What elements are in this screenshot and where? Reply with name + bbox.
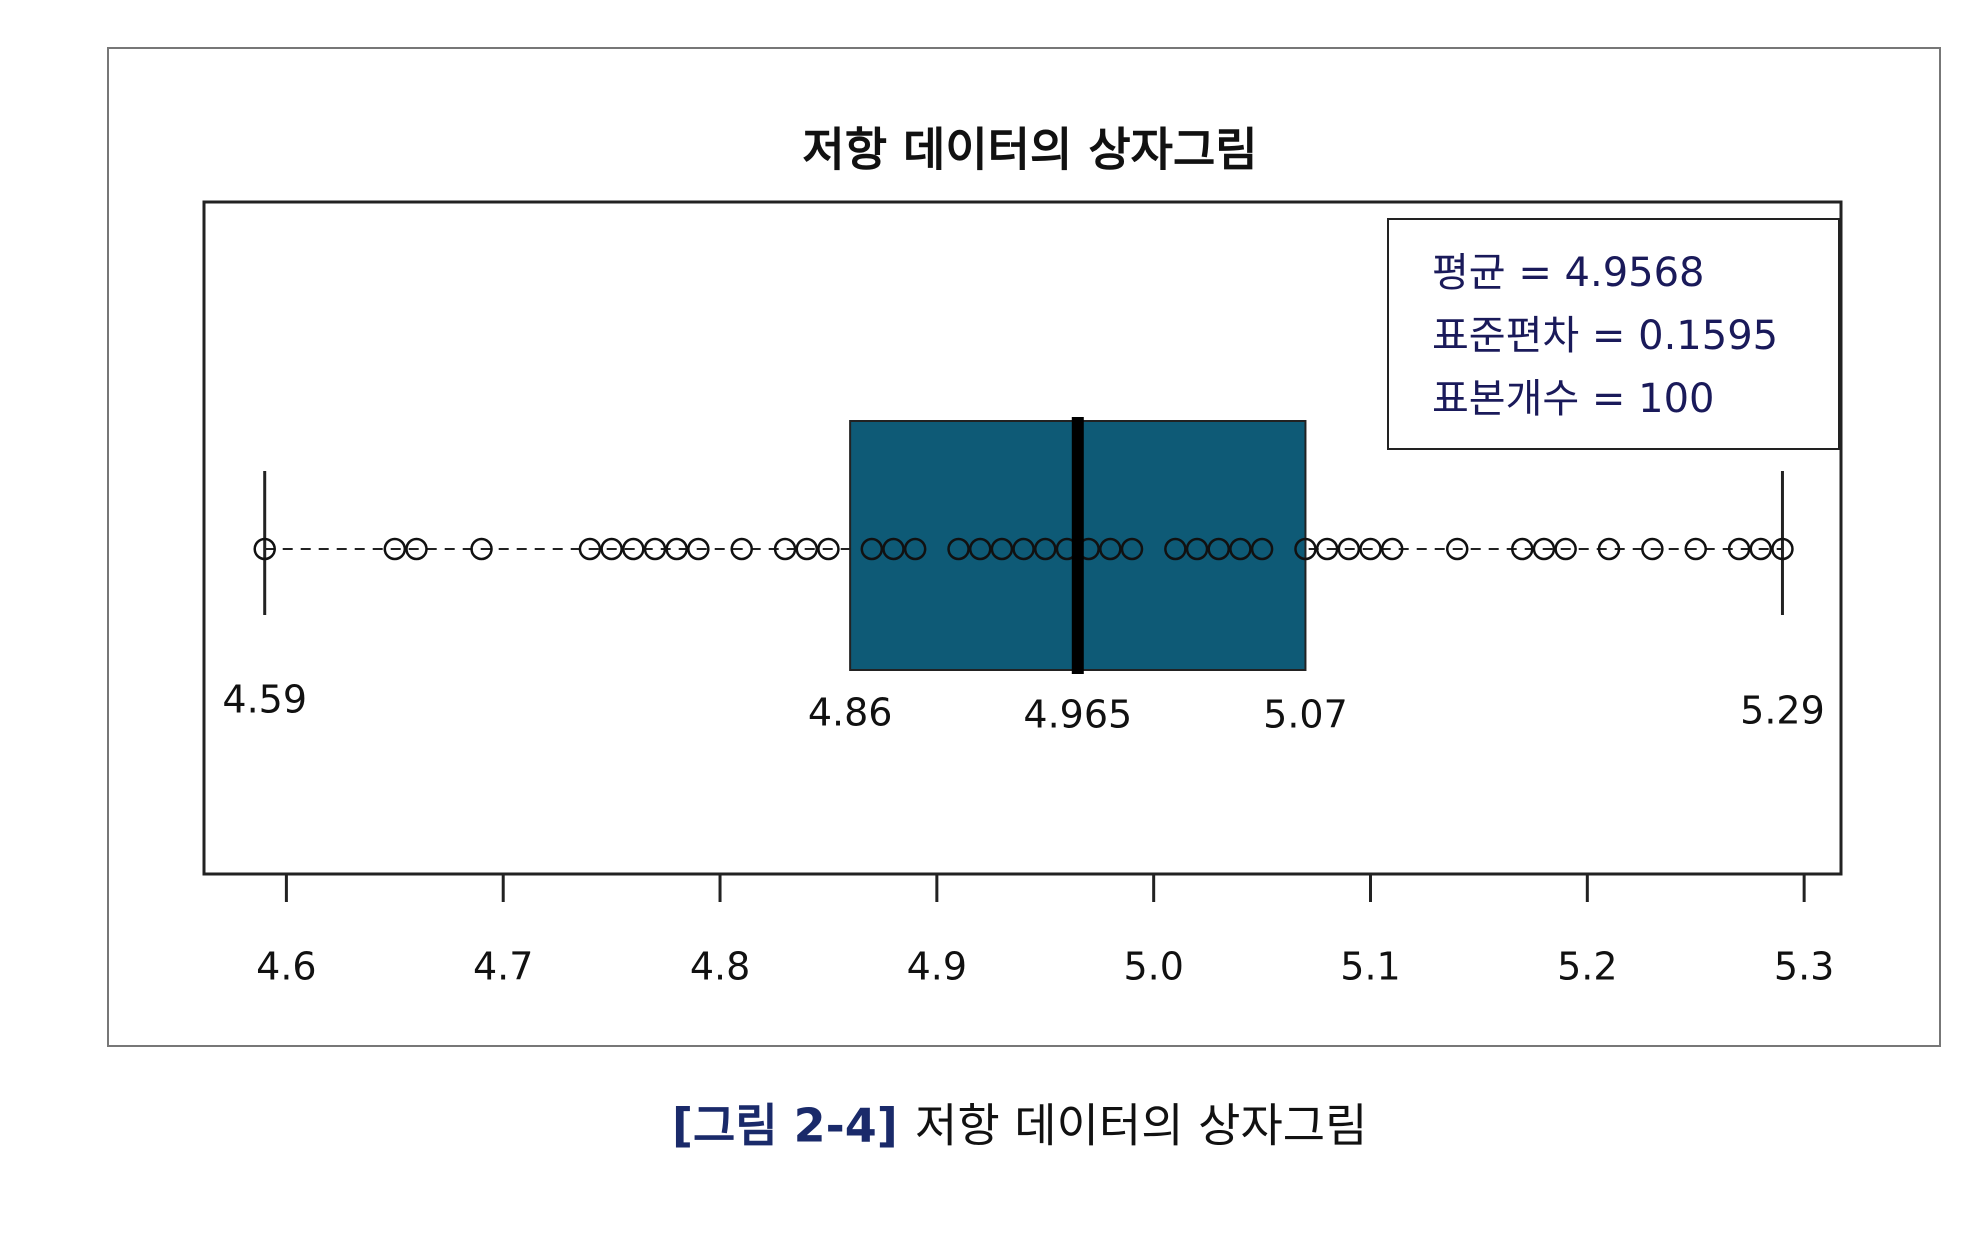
stat-label: 4.965 [1023, 693, 1132, 737]
data-point [1445, 537, 1469, 561]
data-point [947, 537, 970, 561]
data-point [817, 537, 840, 561]
data-point [1597, 537, 1621, 561]
data-point [1229, 537, 1252, 561]
data-point [405, 537, 428, 561]
data-point [687, 537, 710, 561]
data-point [1012, 537, 1035, 561]
x-tick-label: 5.0 [1123, 945, 1183, 989]
data-point [253, 537, 276, 561]
plot-frame [202, 200, 1843, 876]
stats-text: 표준편차 = 0.1595 [1432, 313, 1778, 359]
chart-title: 저항 데이터의 상자그림 [802, 123, 1257, 177]
x-tick-label: 4.9 [907, 945, 967, 989]
x-tick-label: 4.7 [473, 945, 533, 989]
figure-frame [107, 47, 1941, 1047]
data-point [622, 537, 645, 561]
x-tick-label: 4.8 [690, 945, 750, 989]
data-point [1771, 537, 1794, 561]
data-point [1554, 537, 1577, 561]
stat-label: 4.59 [222, 678, 307, 722]
data-point [968, 537, 992, 561]
data-point [1315, 537, 1339, 561]
data-point [1337, 537, 1361, 561]
caption-label: [그림 2-4] [672, 1099, 898, 1153]
stats-box [1387, 218, 1840, 450]
data-point [1532, 537, 1556, 561]
data-point [1207, 537, 1230, 561]
data-point [578, 537, 602, 561]
data-point [1250, 537, 1274, 561]
x-tick-label: 5.3 [1774, 945, 1834, 989]
data-point [1727, 537, 1751, 561]
data-point [1359, 537, 1382, 561]
stats-text: 표본개수 = 100 [1432, 376, 1715, 422]
data-point [882, 537, 905, 561]
caption-text: 저항 데이터의 상자그림 [915, 1099, 1367, 1153]
x-tick-label: 5.2 [1557, 945, 1617, 989]
stat-label: 5.29 [1740, 689, 1825, 733]
data-point [1294, 537, 1317, 561]
data-point [1185, 537, 1209, 561]
data-point [600, 537, 623, 561]
data-point [1380, 537, 1404, 561]
data-point [1749, 537, 1773, 561]
data-point [643, 537, 667, 561]
data-point [860, 537, 884, 561]
data-point [903, 537, 927, 561]
data-point [1120, 537, 1144, 561]
x-tick-label: 5.1 [1340, 945, 1400, 989]
data-point [1164, 537, 1187, 561]
stats-text: 평균 = 4.9568 [1432, 250, 1705, 296]
data-point [1641, 537, 1664, 561]
data-point [665, 537, 688, 561]
data-point [1099, 537, 1122, 561]
data-point [730, 537, 753, 561]
stat-label: 5.07 [1263, 693, 1348, 737]
data-point [383, 537, 407, 561]
data-point [795, 537, 819, 561]
data-point [990, 537, 1014, 561]
x-tick-label: 4.6 [256, 945, 316, 989]
stat-label: 4.86 [808, 691, 893, 735]
data-point [773, 537, 797, 561]
data-point [1511, 537, 1534, 561]
data-point [1684, 537, 1707, 561]
data-point [470, 537, 493, 561]
data-point [1034, 537, 1057, 561]
